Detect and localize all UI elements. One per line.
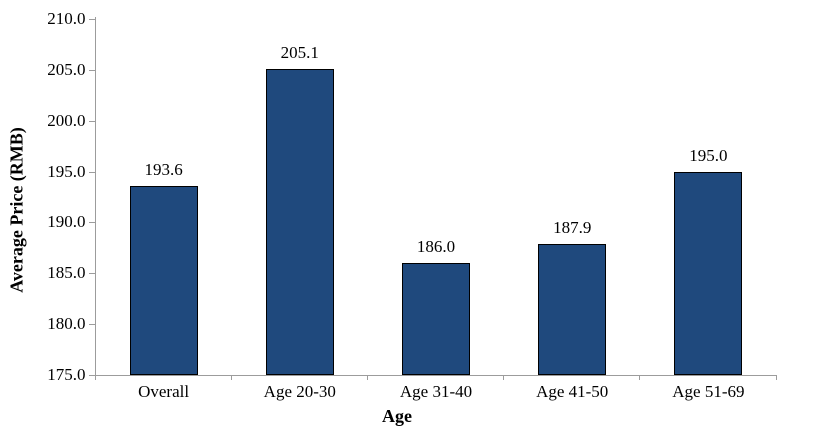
y-tick-label: 180.0: [47, 314, 86, 334]
y-tick-label: 205.0: [47, 59, 86, 79]
data-label: 205.1: [280, 42, 319, 62]
x-tick-mark: [639, 375, 641, 380]
bar-overall: [129, 185, 198, 375]
category-label: Age 31-40: [399, 382, 473, 401]
y-tick-label: 185.0: [47, 263, 86, 283]
y-tick-label: 210.0: [47, 9, 86, 28]
y-tick-label: 190.0: [47, 212, 86, 232]
data-label: 193.6: [144, 159, 183, 179]
category-label: Age 41-50: [536, 382, 609, 401]
category-label: Age 20-30: [263, 382, 336, 401]
x-axis-line: [94, 375, 777, 376]
y-tick-mark: [88, 375, 95, 376]
y-tick-label: 195.0: [47, 161, 86, 181]
y-tick-mark: [88, 120, 95, 122]
x-tick-mark: [366, 375, 368, 380]
category-label: Overall: [138, 382, 190, 401]
y-axis-title: Average Price (RMB): [6, 127, 27, 293]
bar-age-51-69: [674, 171, 743, 375]
y-tick-mark: [88, 171, 95, 173]
y-tick-mark: [88, 69, 95, 71]
y-tick-label: 175.0: [47, 365, 86, 384]
y-tick-mark: [88, 324, 95, 326]
x-tick-mark: [775, 375, 777, 380]
y-tick-label: 200.0: [47, 110, 86, 130]
x-tick-mark: [503, 375, 505, 380]
y-tick-mark: [88, 19, 95, 20]
x-tick-mark: [230, 375, 232, 380]
x-axis-title: Age: [382, 406, 412, 426]
y-tick-mark: [88, 273, 95, 275]
data-label: 195.0: [689, 145, 728, 165]
data-label: 186.0: [416, 237, 456, 257]
data-label: 187.9: [553, 217, 592, 237]
bar-age-41-50: [538, 243, 607, 375]
y-tick-mark: [88, 222, 95, 224]
bar-age-31-40: [402, 263, 470, 375]
x-tick-mark: [94, 375, 96, 380]
bar-age-20-30: [265, 68, 334, 375]
category-label: Age 51-69: [672, 382, 745, 401]
y-axis-line: [94, 17, 96, 376]
